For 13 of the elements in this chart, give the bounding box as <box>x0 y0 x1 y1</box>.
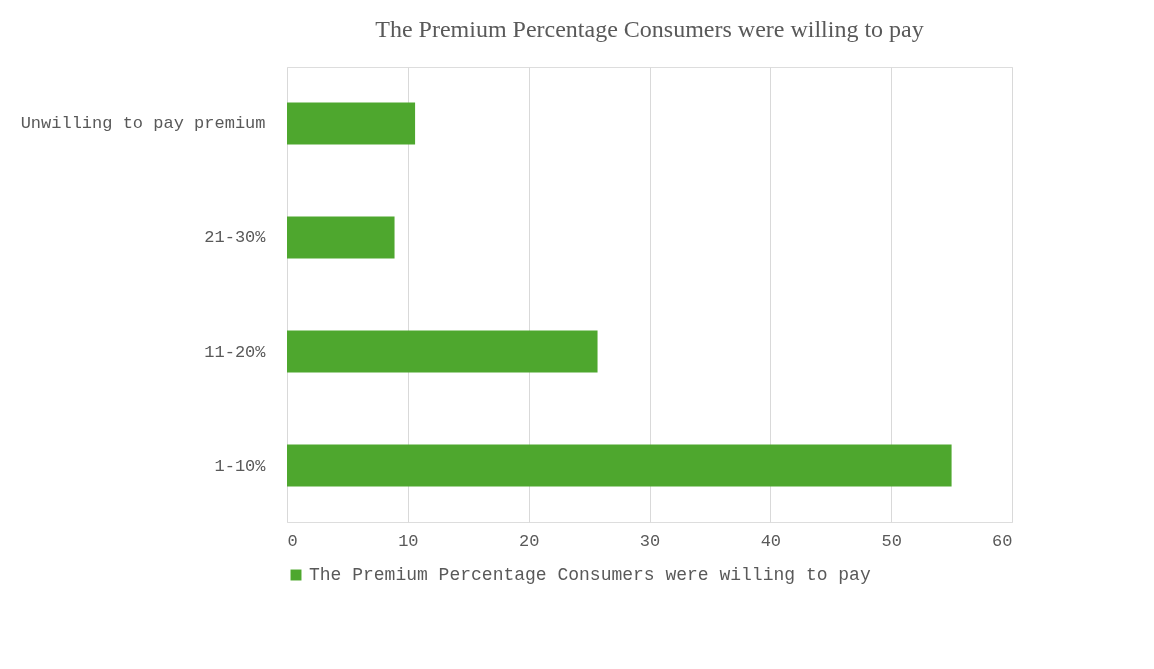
x-tick-label: 40 <box>760 531 782 551</box>
x-tick-label: 10 <box>398 531 419 551</box>
x-tick-label: 50 <box>881 531 902 551</box>
y-tick-label: 21-30% <box>204 228 267 248</box>
x-tick-label: 60 <box>992 531 1013 551</box>
legend-label: The Premium Percentage Consumers were willing to pay <box>309 565 871 585</box>
y-tick-label: 1-10% <box>214 456 267 476</box>
x-tick-label: 20 <box>518 531 540 551</box>
y-tick-label: Unwilling to pay premium <box>20 114 266 134</box>
x-tick-label: 30 <box>639 531 661 551</box>
y-tick-label: 11-20% <box>204 342 267 362</box>
chart-title: The Premium Percentage Consumers were willing to pay <box>375 16 924 42</box>
x-tick-label: 0 <box>287 531 298 551</box>
